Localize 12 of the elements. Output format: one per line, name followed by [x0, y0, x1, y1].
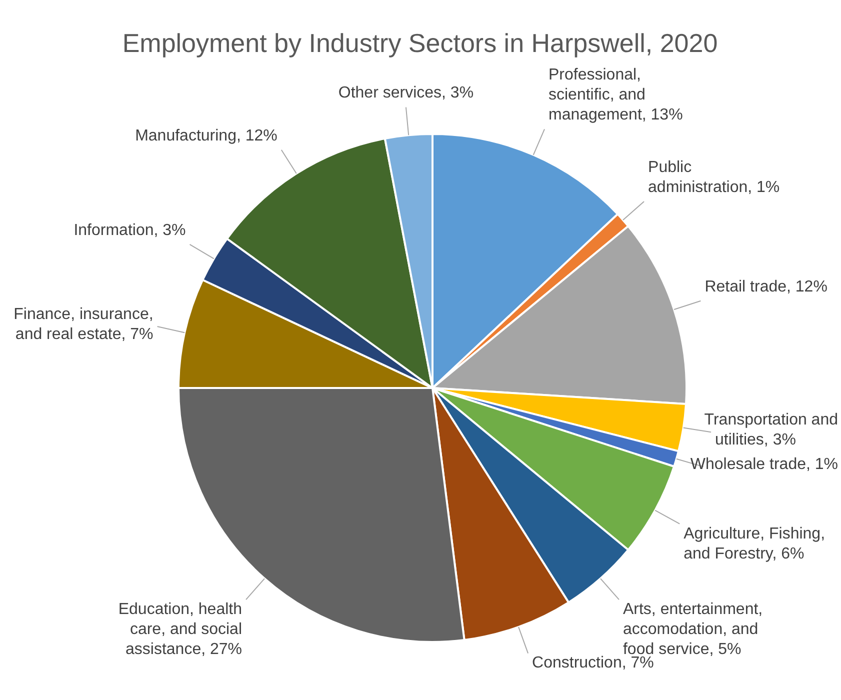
- slice-label: Professional, scientific, and management, 13%: [548, 66, 683, 124]
- slice-label: Public administration, 1%: [648, 158, 780, 196]
- slice-label: Wholesale trade, 1%: [690, 456, 838, 474]
- slice-label: Other services, 3%: [338, 84, 474, 102]
- slice-label: Agriculture, Fishing, and Forestry, 6%: [684, 525, 826, 562]
- chart-title: Employment by Industry Sectors in Harpswell, 2020: [122, 28, 718, 58]
- slice-label: Information, 3%: [74, 222, 186, 239]
- slice-label: Manufacturing, 12%: [135, 127, 278, 144]
- slice-label: Retail trade, 12%: [704, 278, 828, 296]
- slice-label: Education, health care, and social assistance, 27%: [118, 600, 242, 658]
- slice-label: Transportation and utilities, 3%: [704, 412, 838, 449]
- slice-label: Finance, insurance, and real estate, 7%: [14, 306, 154, 343]
